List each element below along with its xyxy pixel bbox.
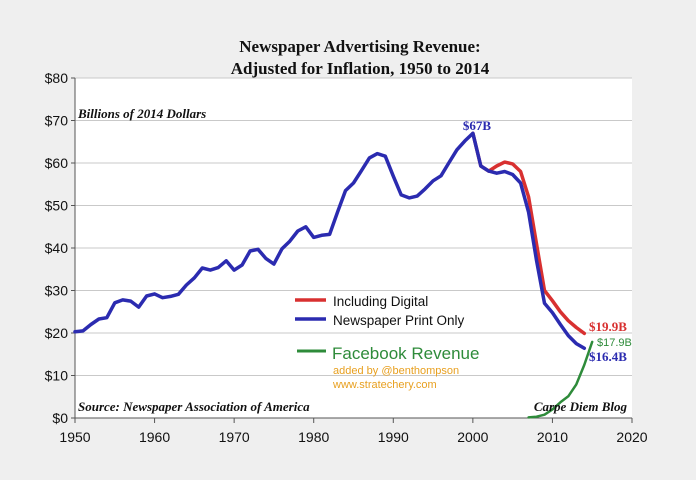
annotation-facebook-end: $17.9B: [597, 337, 632, 349]
x-tick-label: 1980: [298, 429, 329, 445]
series-line-including-digital: [471, 131, 587, 336]
gridlines: [75, 77, 632, 376]
y-tick-label: $10: [45, 368, 69, 384]
chart-title-line2: Adjusted for Inflation, 1950 to 2014: [231, 59, 490, 78]
x-tick-label: 2020: [616, 429, 647, 445]
x-tick-label: 1960: [139, 429, 170, 445]
source-label: Source: Newspaper Association of America: [78, 399, 310, 414]
y-tick-label: $30: [45, 283, 69, 299]
x-tick-label: 2010: [537, 429, 568, 445]
y-tick-label: $0: [52, 410, 68, 426]
legend-label-including-digital: Including Digital: [333, 294, 428, 309]
y-tick-label: $70: [45, 113, 69, 129]
x-tick-label: 1990: [378, 429, 409, 445]
annotation-peak: $67B: [463, 118, 492, 133]
legend-label-print-only: Newspaper Print Only: [333, 313, 465, 328]
series-line-facebook-revenue: [527, 340, 594, 419]
y-tick-label: $80: [45, 70, 69, 86]
chart-title-line1: Newspaper Advertising Revenue:: [239, 37, 480, 56]
credit-label: Carpe Diem Blog: [534, 399, 628, 414]
x-tick-label: 1970: [219, 429, 250, 445]
y-tick-label: $20: [45, 325, 69, 341]
annotation-digital-end: $19.9B: [589, 319, 627, 334]
series-lines: [73, 131, 594, 419]
y-tick-label: $50: [45, 198, 69, 214]
legend-site: www.stratechery.com: [332, 379, 437, 391]
annotation-print-end: $16.4B: [589, 349, 627, 364]
axes: $0 $10 $20 $30 $40 $50 $60 $70 $80 1950 1960 1970 19…: [45, 70, 648, 445]
y-tick-label: $40: [45, 240, 69, 256]
x-tick-label: 2000: [457, 429, 488, 445]
legend-added-by: added by @benthompson: [333, 365, 459, 377]
y-tick-label: $60: [45, 155, 69, 171]
legend-label-facebook: Facebook Revenue: [332, 344, 479, 363]
x-tick-label: 1950: [59, 429, 90, 445]
series-line-newspaper-print-only: [73, 131, 587, 351]
units-label: Billions of 2014 Dollars: [77, 106, 206, 121]
